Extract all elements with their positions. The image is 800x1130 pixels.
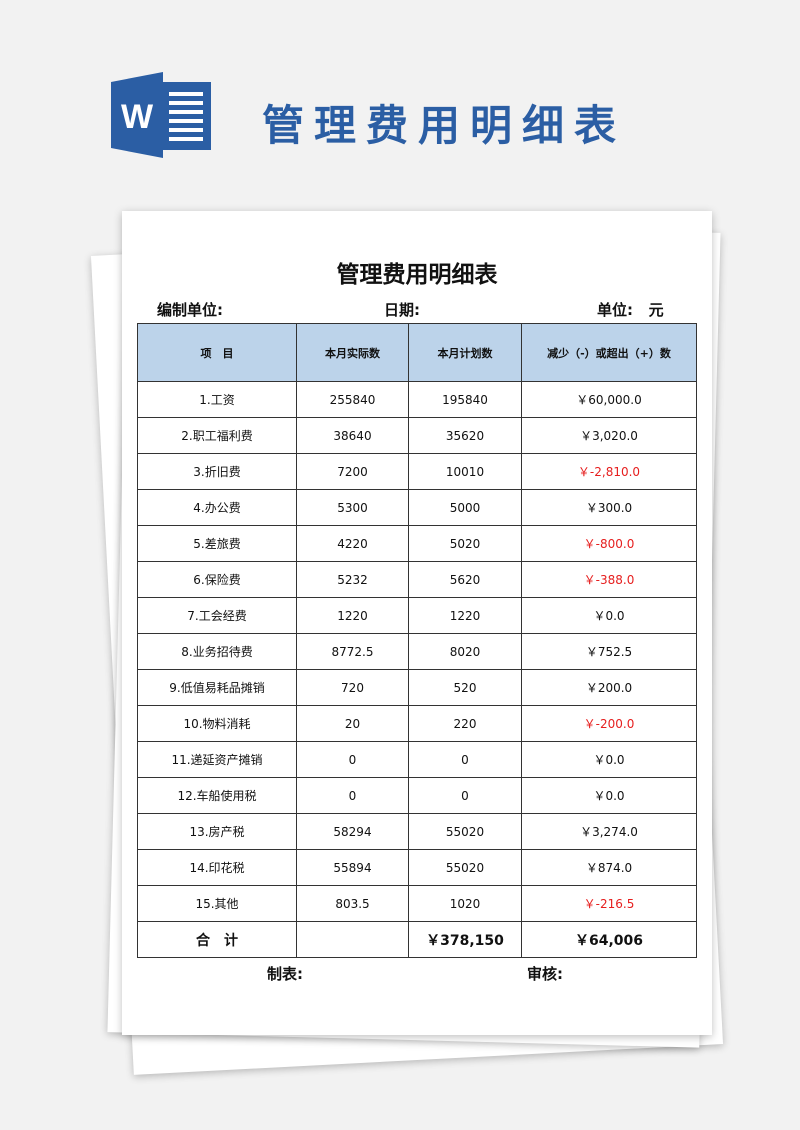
cell-actual: 8772.5 [296, 633, 409, 670]
cell-diff: ￥3,274.0 [521, 813, 697, 850]
header-plan: 本月计划数 [408, 323, 522, 382]
cell-item: 10.物料消耗 [137, 705, 297, 742]
cell-plan: 220 [408, 705, 522, 742]
table-row: 1.工资 255840 195840 ￥60,000.0 [137, 381, 697, 418]
cell-plan: 55020 [408, 849, 522, 886]
cell-item: 2.职工福利费 [137, 417, 297, 454]
cell-diff: ￥-200.0 [521, 705, 697, 742]
cell-diff: ￥-800.0 [521, 525, 697, 562]
total-row: 合 计 ￥378,150 ￥64,006 [137, 921, 697, 958]
cell-item: 9.低值易耗品摊销 [137, 669, 297, 706]
cell-diff: ￥60,000.0 [521, 381, 697, 418]
cell-diff: ￥0.0 [521, 777, 697, 814]
cell-actual: 58294 [296, 813, 409, 850]
table-row: 3.折旧费 7200 10010 ￥-2,810.0 [137, 453, 697, 490]
table-row: 12.车船使用税 0 0 ￥0.0 [137, 777, 697, 814]
unit-label-text: 单位: [597, 301, 633, 319]
cell-item: 11.递延资产摊销 [137, 741, 297, 778]
svg-text:W: W [121, 98, 154, 136]
header-diff: 减少（-）或超出（+）数 [521, 323, 697, 382]
cell-diff: ￥200.0 [521, 669, 697, 706]
cell-plan: 195840 [408, 381, 522, 418]
cell-actual: 803.5 [296, 885, 409, 922]
cell-plan: 0 [408, 777, 522, 814]
cell-plan: 35620 [408, 417, 522, 454]
table-row: 14.印花税 55894 55020 ￥874.0 [137, 849, 697, 886]
table-row: 5.差旅费 4220 5020 ￥-800.0 [137, 525, 697, 562]
cell-actual: 255840 [296, 381, 409, 418]
cell-diff: ￥-2,810.0 [521, 453, 697, 490]
table-row: 6.保险费 5232 5620 ￥-388.0 [137, 561, 697, 598]
cell-diff: ￥874.0 [521, 849, 697, 886]
expense-table: 项 目 本月实际数 本月计划数 减少（-）或超出（+）数 1.工资 255840 1… [137, 323, 697, 958]
total-actual [296, 921, 409, 958]
prepared-by-label: 制表: [267, 965, 303, 983]
cell-item: 5.差旅费 [137, 525, 297, 562]
cell-diff: ￥300.0 [521, 489, 697, 526]
cell-item: 1.工资 [137, 381, 297, 418]
cell-actual: 7200 [296, 453, 409, 490]
table-row: 4.办公费 5300 5000 ￥300.0 [137, 489, 697, 526]
total-label: 合 计 [137, 921, 297, 958]
cell-actual: 55894 [296, 849, 409, 886]
unit-label: 单位: 元 [597, 299, 664, 320]
cell-diff: ￥0.0 [521, 741, 697, 778]
cell-actual: 720 [296, 669, 409, 706]
cell-actual: 38640 [296, 417, 409, 454]
cell-plan: 8020 [408, 633, 522, 670]
table-row: 13.房产税 58294 55020 ￥3,274.0 [137, 813, 697, 850]
header-item: 项 目 [137, 323, 297, 382]
banner-title: 管理费用明细表 [262, 101, 627, 150]
cell-item: 3.折旧费 [137, 453, 297, 490]
cell-plan: 520 [408, 669, 522, 706]
table-row: 9.低值易耗品摊销 720 520 ￥200.0 [137, 669, 697, 706]
table-row: 8.业务招待费 8772.5 8020 ￥752.5 [137, 633, 697, 670]
cell-item: 6.保险费 [137, 561, 297, 598]
cell-item: 15.其他 [137, 885, 297, 922]
cell-diff: ￥0.0 [521, 597, 697, 634]
reviewed-by-label: 审核: [527, 965, 563, 983]
cell-actual: 4220 [296, 525, 409, 562]
unit-value: 元 [648, 301, 664, 319]
cell-plan: 5020 [408, 525, 522, 562]
table-row: 7.工会经费 1220 1220 ￥0.0 [137, 597, 697, 634]
cell-plan: 55020 [408, 813, 522, 850]
cell-diff: ￥-388.0 [521, 561, 697, 598]
date-label: 日期: [384, 301, 420, 319]
cell-plan: 5620 [408, 561, 522, 598]
cell-plan: 10010 [408, 453, 522, 490]
cell-item: 12.车船使用税 [137, 777, 297, 814]
compiler-label: 编制单位: [157, 301, 223, 319]
cell-diff: ￥3,020.0 [521, 417, 697, 454]
cell-actual: 0 [296, 741, 409, 778]
table-row: 15.其他 803.5 1020 ￥-216.5 [137, 885, 697, 922]
cell-item: 4.办公费 [137, 489, 297, 526]
cell-plan: 1020 [408, 885, 522, 922]
total-plan: ￥378,150 [408, 921, 522, 958]
table-row: 10.物料消耗 20 220 ￥-200.0 [137, 705, 697, 742]
cell-plan: 1220 [408, 597, 522, 634]
cell-item: 7.工会经费 [137, 597, 297, 634]
document-page: 管理费用明细表 编制单位: 日期: 单位: 元 项 目 本月实际数 本月计划数 … [122, 211, 712, 1035]
cell-plan: 5000 [408, 489, 522, 526]
cell-item: 14.印花税 [137, 849, 297, 886]
table-header: 项 目 本月实际数 本月计划数 减少（-）或超出（+）数 [137, 323, 697, 382]
cell-actual: 5300 [296, 489, 409, 526]
total-diff: ￥64,006 [521, 921, 697, 958]
cell-diff: ￥-216.5 [521, 885, 697, 922]
word-logo-icon: W [111, 72, 211, 158]
cell-item: 8.业务招待费 [137, 633, 297, 670]
cell-actual: 0 [296, 777, 409, 814]
cell-actual: 5232 [296, 561, 409, 598]
table-row: 2.职工福利费 38640 35620 ￥3,020.0 [137, 417, 697, 454]
table-row: 11.递延资产摊销 0 0 ￥0.0 [137, 741, 697, 778]
document-title: 管理费用明细表 [336, 262, 498, 288]
header-actual: 本月实际数 [296, 323, 409, 382]
cell-item: 13.房产税 [137, 813, 297, 850]
cell-diff: ￥752.5 [521, 633, 697, 670]
cell-plan: 0 [408, 741, 522, 778]
cell-actual: 1220 [296, 597, 409, 634]
cell-actual: 20 [296, 705, 409, 742]
